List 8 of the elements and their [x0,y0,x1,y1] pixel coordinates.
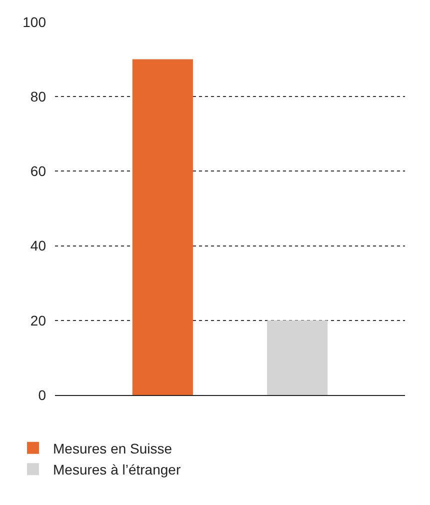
y-tick-label: 80 [30,88,46,104]
y-tick-label: 20 [30,312,46,328]
y-tick-label: 100 [22,14,46,30]
legend-label: Mesures à l’étranger [53,462,181,478]
legend-label: Mesures en Suisse [53,440,172,456]
y-tick-label: 40 [30,238,46,254]
y-tick-label: 60 [30,163,46,180]
y-tick-label: 0 [38,386,46,403]
